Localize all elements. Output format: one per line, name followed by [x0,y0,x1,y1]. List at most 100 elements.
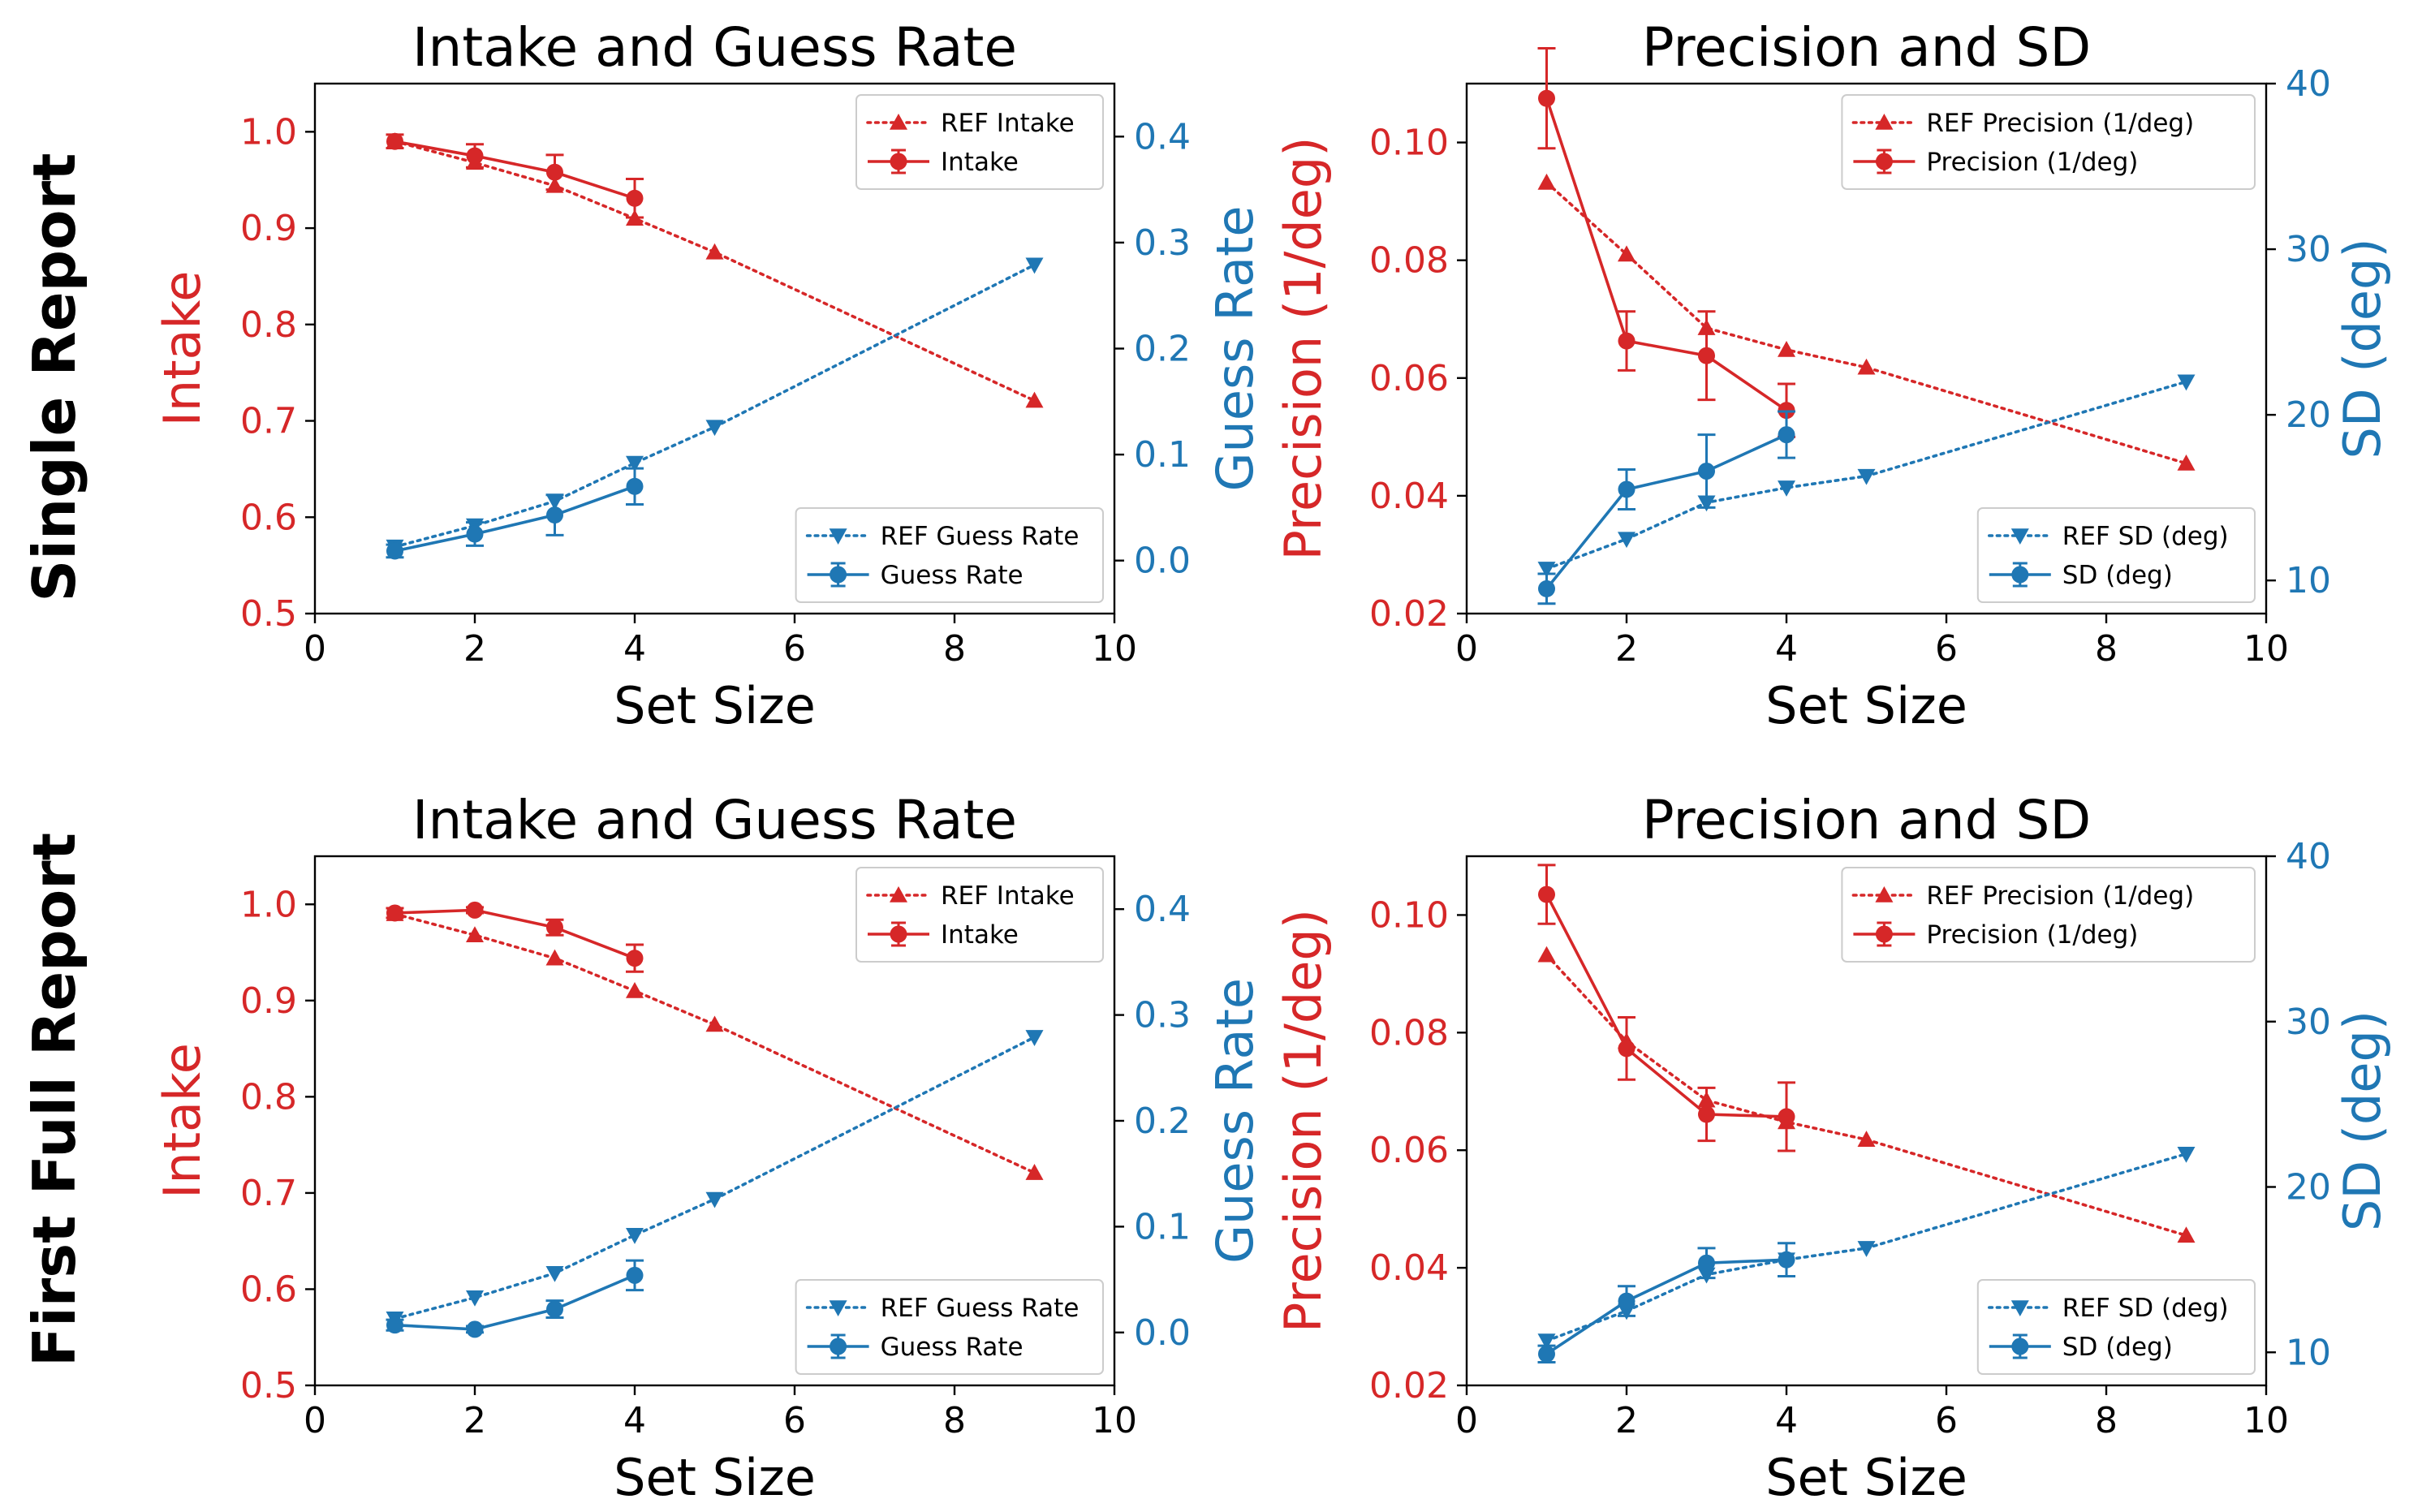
series-line [393,912,1036,1174]
legend-handle-marker [890,153,907,170]
data-point [626,477,644,495]
legend-handle-marker [830,1338,847,1355]
right-y-axis-label: Guess Rate [1205,978,1265,1264]
chart-panel-4: Precision and SD 0 2 4 6 8 10 Set Size 0.02 0.04 0… [1273,789,2392,1507]
chart-panel-1: Intake and Guess Rate 0 2 4 6 8 10 Set Size 0.5 0… [153,16,1265,735]
data-point [1538,1345,1555,1363]
x-tick-label: 10 [1092,1400,1137,1441]
right-y-tick-label: 0.2 [1134,1101,1191,1142]
x-tick-label: 0 [304,628,326,670]
left-y-tick-label: 0.9 [240,208,297,249]
series-guess-rate [386,467,644,560]
x-tick-label: 0 [1455,628,1478,670]
left-y-tick-label: 0.04 [1369,1247,1449,1289]
legend-box [1841,867,2256,963]
x-axis-label: Set Size [614,676,816,735]
data-point [1538,885,1555,903]
x-tick-label: 10 [2243,1400,2289,1441]
data-point [1025,1164,1044,1180]
right-y-axis-label: SD (deg) [2333,238,2392,459]
left-y-tick-label: 0.02 [1369,593,1449,635]
left-y-tick-label: 0.6 [240,497,297,538]
legend-label: REF SD (deg) [2062,1294,2229,1323]
plot-frame [1465,82,2268,615]
legend-box [1976,507,2256,603]
legend-upper-right: REF Intake Intake [855,94,1104,190]
series-precision-1-deg- [1537,864,1795,1152]
data-point [466,525,484,543]
data-point [466,1320,484,1338]
series-line [1545,433,1787,590]
x-tick-label: 0 [304,1400,326,1441]
legend-handle-marker [829,1300,847,1316]
data-point [466,1290,484,1307]
x-tick-label: 10 [2243,628,2289,670]
right-y-tick-label: 20 [2286,1167,2331,1208]
data-point [626,189,644,207]
row-label-first-full-report: First Full Report [20,833,88,1367]
left-y-tick-label: 0.5 [240,1365,297,1406]
left-y-tick-label: 0.7 [240,401,297,442]
x-tick-label: 6 [1935,1400,1958,1441]
legend-handle-marker [829,528,847,545]
right-y-tick-label: 0.4 [1134,116,1191,157]
data-point [1618,332,1635,350]
series-line [1545,97,1788,412]
left-y-axis-label: Intake [153,1043,212,1199]
legend-handle-marker [2010,1300,2029,1316]
plot-frame [1465,855,2268,1387]
right-y-axis-label: SD (deg) [2333,1010,2392,1231]
legend-handle-marker [890,114,907,130]
data-point [1778,340,1795,357]
data-point [466,147,484,165]
x-axis-label: Set Size [614,1448,816,1507]
legend-handle-marker [890,886,907,902]
data-point [1618,245,1635,262]
legend-box [795,507,1104,603]
x-tick-label: 6 [783,628,806,670]
right-y-tick-label: 0.2 [1134,329,1191,370]
chart-title: Intake and Guess Rate [412,789,1017,851]
data-point [1857,1131,1876,1147]
x-tick-label: 8 [943,628,966,670]
legend-handle-marker [2010,528,2029,545]
legend-box [855,94,1104,190]
left-y-axis-label: Precision (1/deg) [1273,909,1333,1333]
right-y-tick-label: 0.4 [1134,889,1191,930]
series-line [393,140,1036,403]
right-y-tick-label: 30 [2286,229,2331,270]
data-point [1618,1292,1635,1310]
legend-label: Precision (1/deg) [1926,920,2138,950]
data-point [546,506,563,524]
chart-panel-3: Intake and Guess Rate 0 2 4 6 8 10 Set Size 0.5 0… [153,789,1265,1507]
data-point [1537,946,1556,963]
data-point [1025,1030,1044,1046]
legend-box [795,1279,1104,1375]
legend-handle-marker [1875,114,1894,130]
data-point [386,132,403,150]
left-y-tick-label: 0.8 [240,1076,297,1118]
data-point [1698,1254,1715,1272]
series-ref-precision-1-deg- [1537,173,2196,471]
data-point [466,926,484,943]
legend-handle-marker [2011,1338,2029,1355]
left-y-tick-label: 1.0 [240,111,297,153]
left-y-tick-label: 0.5 [240,593,297,635]
data-point [1778,1108,1795,1126]
x-tick-label: 2 [1615,628,1638,670]
left-y-tick-label: 0.06 [1369,358,1449,399]
x-tick-label: 10 [1092,628,1137,670]
x-tick-label: 8 [943,1400,966,1441]
chart-title: Precision and SD [1642,789,2091,851]
x-tick-label: 0 [1455,1400,1478,1441]
x-tick-label: 4 [1775,1400,1798,1441]
series-line [1545,181,2188,465]
data-point [1618,480,1635,498]
right-y-axis-label: Guess Rate [1205,206,1265,492]
series-line [393,263,1036,549]
data-point [1537,1333,1556,1350]
x-tick-label: 8 [2095,628,2118,670]
